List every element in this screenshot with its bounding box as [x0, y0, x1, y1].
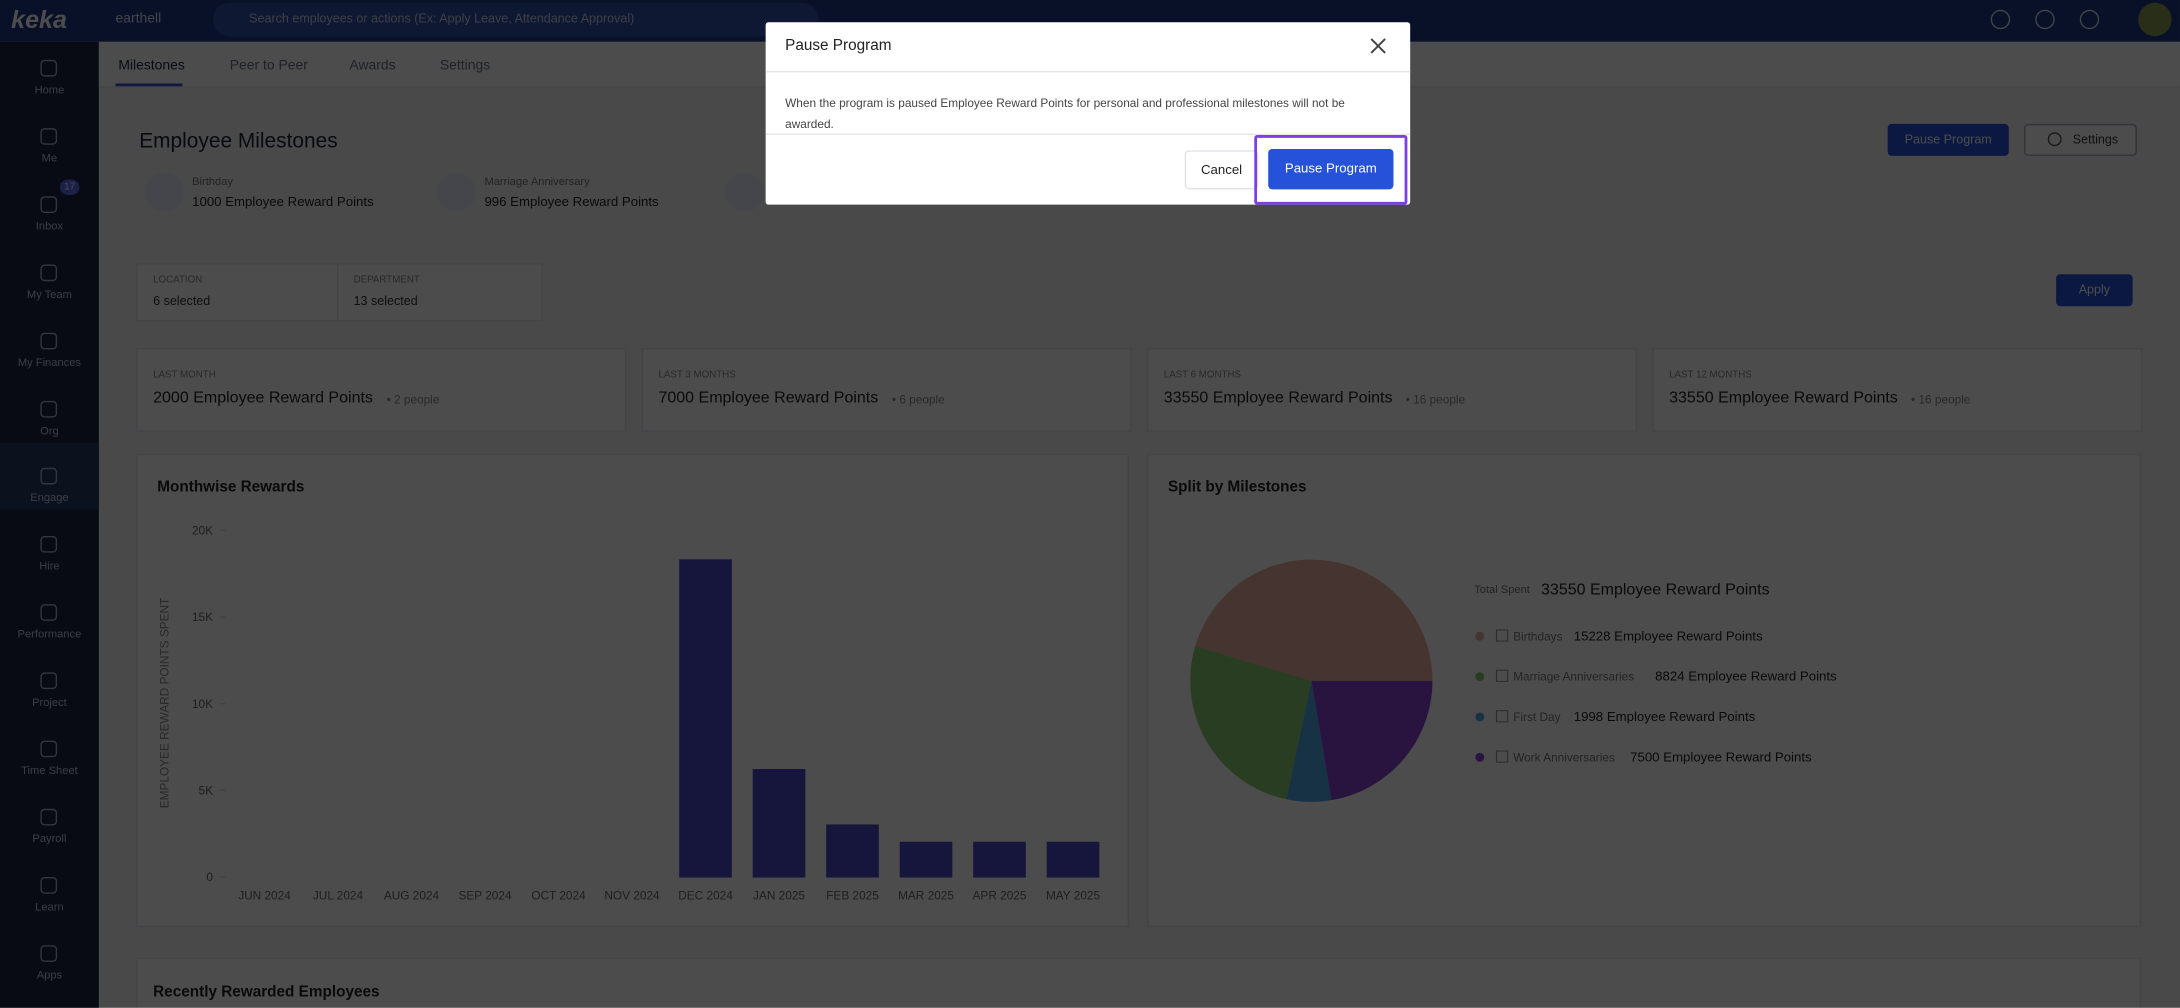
- confirm-button[interactable]: Pause Program: [1268, 148, 1394, 190]
- modal-divider: [765, 70, 1411, 73]
- highlight-box: [1254, 135, 1408, 205]
- cancel-button[interactable]: Cancel: [1184, 150, 1259, 190]
- modal: Pause Program When the program is paused …: [765, 22, 1411, 205]
- modal-close[interactable]: [1368, 36, 1387, 55]
- modal-divider: [765, 133, 1411, 136]
- cancel-label: Cancel: [1200, 162, 1243, 179]
- modal-message: When the program is paused Employee Rewa…: [785, 96, 1345, 131]
- confirm-label: Pause Program: [1284, 161, 1377, 177]
- close-icon: [1370, 38, 1386, 54]
- modal-title: Pause Program: [785, 37, 892, 55]
